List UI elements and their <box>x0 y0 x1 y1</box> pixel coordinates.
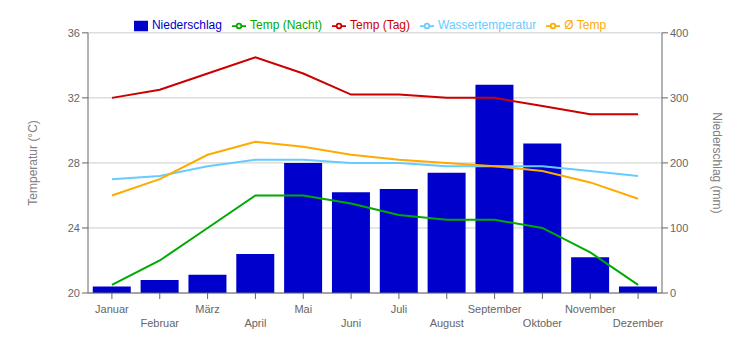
svg-text:Februar: Februar <box>140 317 179 329</box>
svg-text:April: April <box>244 317 266 329</box>
svg-text:36: 36 <box>68 27 80 39</box>
svg-text:Oktober: Oktober <box>523 317 562 329</box>
svg-text:Niederschlag (mm): Niederschlag (mm) <box>710 112 724 213</box>
html-text:Temp (Nacht): Temp (Nacht) <box>250 18 322 32</box>
svg-text:Juni: Juni <box>341 317 361 329</box>
svg-text:Mai: Mai <box>294 303 312 315</box>
svg-text:Temperatur (°C): Temperatur (°C) <box>26 120 40 205</box>
html-text:Ø Temp: Ø Temp <box>564 18 607 32</box>
svg-text:August: August <box>430 317 464 329</box>
svg-text:24: 24 <box>68 222 80 234</box>
html-text:Niederschlag: Niederschlag <box>151 18 222 32</box>
svg-text:400: 400 <box>670 27 688 39</box>
html-text:Temp (Tag): Temp (Tag) <box>350 18 410 32</box>
svg-text:20: 20 <box>68 287 80 299</box>
svg-text:0: 0 <box>670 287 676 299</box>
svg-text:November: November <box>565 303 616 315</box>
svg-text:Januar: Januar <box>95 303 129 315</box>
svg-text:200: 200 <box>670 157 688 169</box>
svg-text:Dezember: Dezember <box>613 317 664 329</box>
svg-text:März: März <box>195 303 219 315</box>
html-text:Wassertemperatur: Wassertemperatur <box>438 18 537 32</box>
svg-text:September: September <box>468 303 522 315</box>
svg-text:300: 300 <box>670 92 688 104</box>
svg-text:32: 32 <box>68 92 80 104</box>
svg-text:28: 28 <box>68 157 80 169</box>
svg-text:Juli: Juli <box>391 303 408 315</box>
svg-text:100: 100 <box>670 222 688 234</box>
